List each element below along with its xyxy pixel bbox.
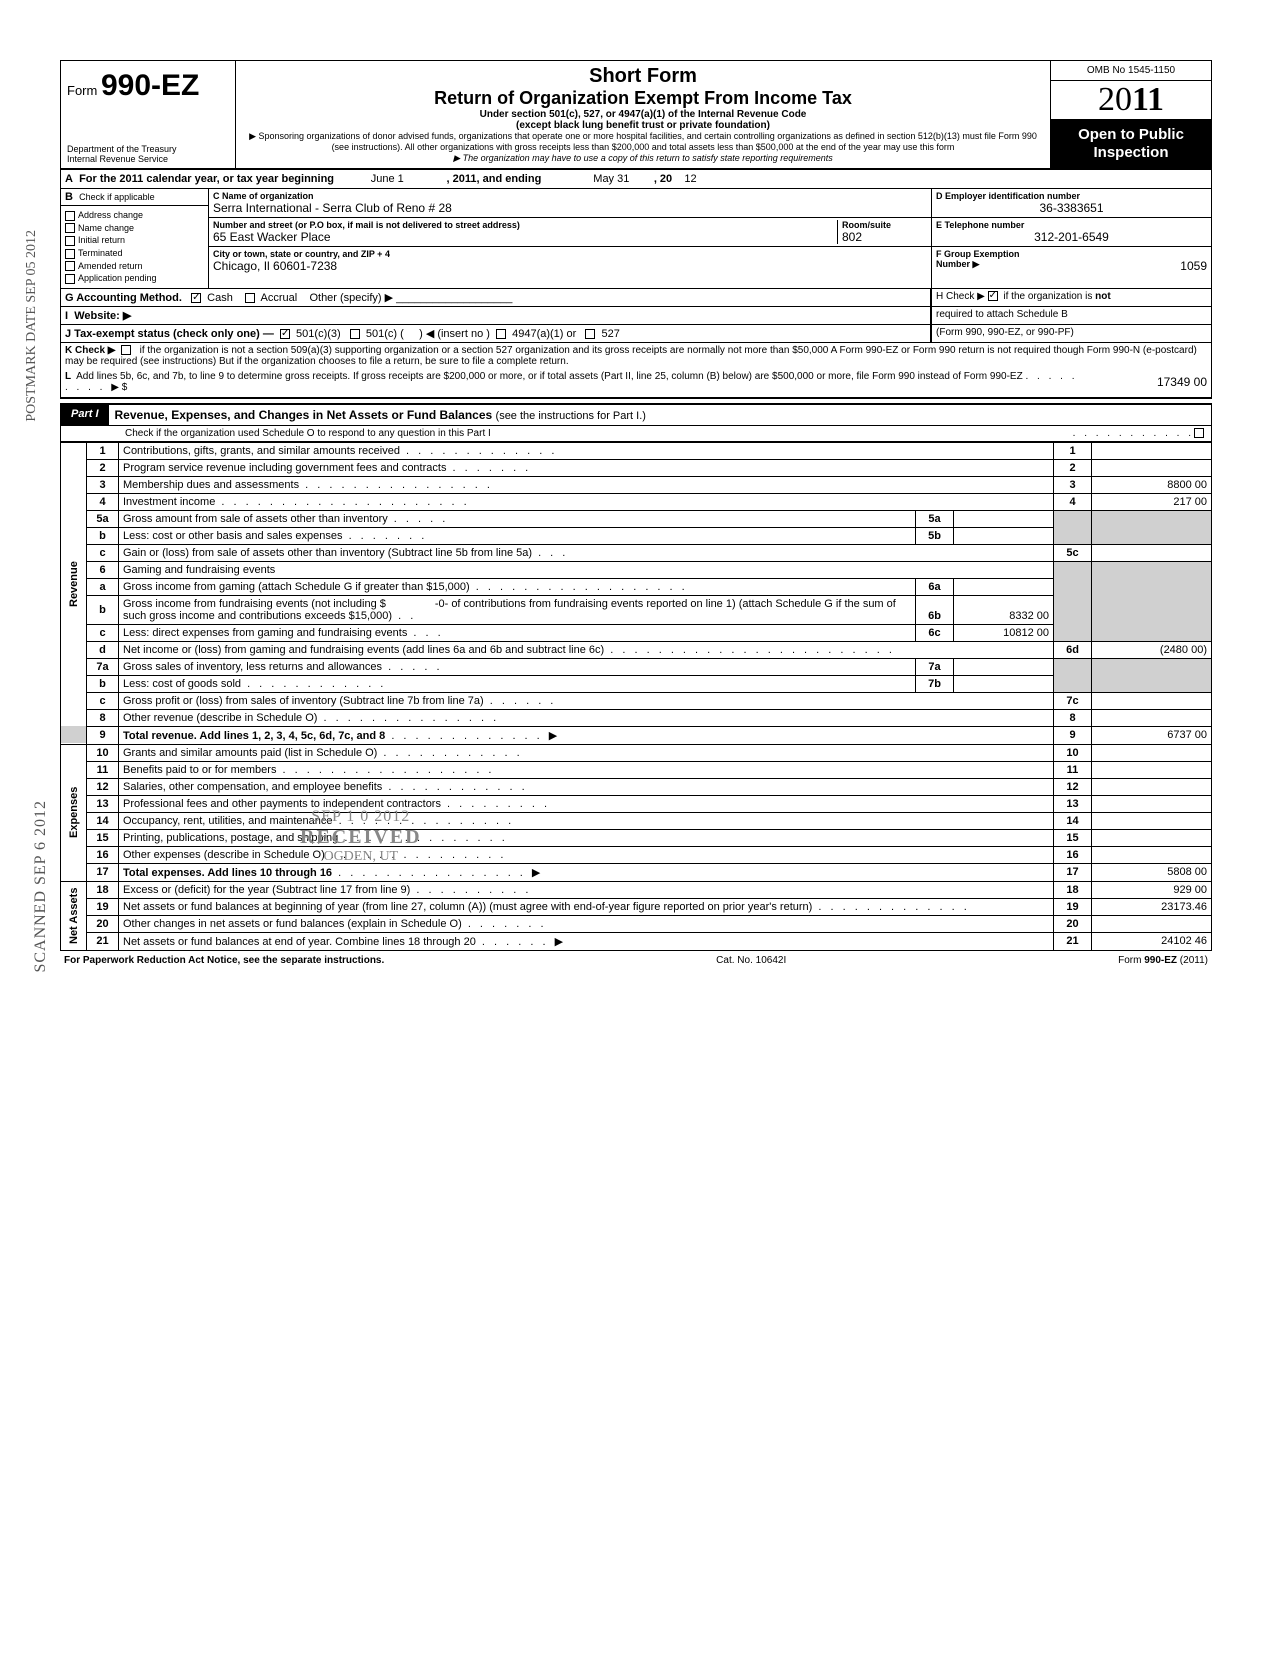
subtitle2: (except black lung benefit trust or priv…	[244, 120, 1042, 131]
sponsor-text: ▶ Sponsoring organizations of donor advi…	[244, 131, 1042, 153]
section-i: I Website: ▶ required to attach Schedule…	[60, 307, 1212, 325]
org-addr: 65 East Wacker Place	[213, 230, 837, 244]
label-ein: D Employer identification number	[936, 191, 1207, 201]
cb-501c3[interactable]	[280, 329, 290, 339]
label-city: City or town, state or country, and ZIP …	[213, 249, 927, 259]
phone: 312-201-6549	[936, 230, 1207, 244]
scanned-stamp: SCANNED SEP 6 2012	[32, 800, 50, 973]
cat-no: Cat. No. 10642I	[716, 955, 786, 966]
ein: 36-3383651	[936, 201, 1207, 215]
group-exemption: 1059	[1180, 259, 1207, 273]
side-expenses: Expenses	[61, 744, 87, 881]
section-l: L Add lines 5b, 6c, and 7b, to line 9 to…	[60, 369, 1212, 399]
side-netassets: Net Assets	[61, 881, 87, 950]
paperwork-notice: For Paperwork Reduction Act Notice, see …	[64, 955, 384, 966]
part1-header: Part I Revenue, Expenses, and Changes in…	[60, 403, 1212, 426]
cb-application-pending[interactable]	[65, 274, 75, 284]
cb-sched-o[interactable]	[1194, 428, 1204, 438]
cb-initial-return[interactable]	[65, 236, 75, 246]
section-a: A For the 2011 calendar year, or tax yea…	[60, 170, 1212, 189]
section-j: J Tax-exempt status (check only one) — 5…	[60, 325, 1212, 343]
label-room: Room/suite	[842, 220, 927, 230]
cb-k[interactable]	[121, 345, 131, 355]
side-revenue: Revenue	[61, 442, 87, 726]
cb-accrual[interactable]	[245, 293, 255, 303]
cb-501c[interactable]	[350, 329, 360, 339]
dept-treasury: Department of the Treasury Internal Reve…	[67, 144, 229, 164]
section-bcdef: B Check if applicable Address change Nam…	[60, 189, 1212, 289]
org-name: Serra International - Serra Club of Reno…	[213, 201, 927, 215]
sched-b-cont2: (Form 990, 990-EZ, or 990-PF)	[931, 325, 1211, 342]
section-k: K Check ▶ if the organization is not a s…	[60, 343, 1212, 369]
postmark-stamp: POSTMARK DATE SEP 05 2012	[24, 230, 40, 422]
title-return: Return of Organization Exempt From Incom…	[244, 88, 1042, 109]
cb-terminated[interactable]	[65, 249, 75, 259]
cb-4947[interactable]	[496, 329, 506, 339]
label-phone: E Telephone number	[936, 220, 1207, 230]
form-number: Form 990-EZ	[67, 69, 229, 103]
cb-name-change[interactable]	[65, 223, 75, 233]
cb-527[interactable]	[585, 329, 595, 339]
footer: For Paperwork Reduction Act Notice, see …	[60, 955, 1212, 966]
cb-cash[interactable]	[191, 293, 201, 303]
form-header: Form 990-EZ Department of the Treasury I…	[60, 60, 1212, 170]
omb-number: OMB No 1545-1150	[1051, 61, 1211, 81]
sched-b-cont: required to attach Schedule B	[931, 307, 1211, 324]
cb-amended[interactable]	[65, 261, 75, 271]
cb-sched-b[interactable]	[988, 291, 998, 301]
tax-year: 2011	[1051, 81, 1211, 120]
subtitle: Under section 501(c), 527, or 4947(a)(1)…	[244, 109, 1042, 120]
org-room: 802	[842, 230, 927, 244]
sched-b-text: if the organization is not	[1003, 291, 1110, 302]
org-city: Chicago, Il 60601-7238	[213, 259, 927, 273]
part1-table: Revenue 1 Contributions, gifts, grants, …	[60, 442, 1212, 951]
part1-check-line: Check if the organization used Schedule …	[60, 426, 1212, 442]
label-group-exempt: F Group Exemption	[936, 249, 1207, 259]
open-public: Open to Public Inspection	[1051, 120, 1211, 168]
checkboxes-b: Address change Name change Initial retur…	[61, 206, 191, 288]
title-short-form: Short Form	[244, 65, 1042, 88]
gross-receipts: 17349 00	[1087, 375, 1207, 389]
satisfy-text: ▶ The organization may have to use a cop…	[244, 153, 1042, 164]
section-gh: G Accounting Method. Cash Accrual Other …	[60, 289, 1212, 307]
label-org-name: C Name of organization	[213, 191, 927, 201]
form-ref: Form 990-EZ (2011)	[1118, 955, 1208, 966]
cb-address-change[interactable]	[65, 211, 75, 221]
label-addr: Number and street (or P.O box, if mail i…	[213, 220, 837, 230]
